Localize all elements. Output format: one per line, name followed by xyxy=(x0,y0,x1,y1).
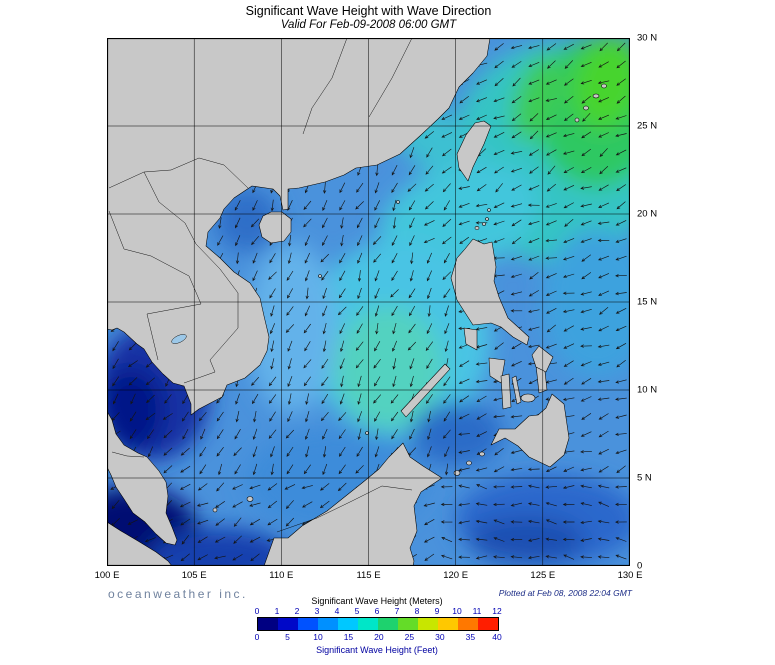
colorbar-segment xyxy=(278,618,298,630)
island-negros xyxy=(500,373,512,410)
colorbar-segment xyxy=(298,618,318,630)
island-ryukyu-2 xyxy=(583,105,589,111)
country-borders-layer xyxy=(108,38,413,533)
colorbar-segment xyxy=(478,618,498,630)
lon-tick-label: 110 E xyxy=(269,570,294,581)
island-babuyan-2 xyxy=(482,222,486,226)
colorbar-meters-title: Significant Wave Height (Meters) xyxy=(311,596,443,606)
colorbar-feet-tick: 25 xyxy=(404,632,415,642)
lat-tick-label: 20 N xyxy=(637,208,658,220)
landmass-sumatra xyxy=(107,521,173,566)
lon-tick-label: 105 E xyxy=(181,570,207,581)
valid-time-subtitle: Valid For Feb-09-2008 06:00 GMT xyxy=(280,19,457,31)
colorbar-meters-tick: 5 xyxy=(354,606,360,616)
island-batanes-1 xyxy=(487,208,491,212)
island-ryukyu-1 xyxy=(574,117,580,123)
grid-layer xyxy=(107,38,630,566)
colorbar-feet-tick: 0 xyxy=(254,632,260,642)
colorbar-feet-tick: 40 xyxy=(492,632,502,642)
island-mindanao xyxy=(490,393,570,468)
island-palawan xyxy=(400,363,451,418)
island-mindoro xyxy=(463,327,478,351)
landmass-borneo xyxy=(263,442,443,566)
colorbar-meters-tick: 0 xyxy=(254,606,260,616)
colorbar-meters-tick: 9 xyxy=(434,606,440,616)
lake-tonle-sap xyxy=(171,334,187,344)
island-natuna xyxy=(246,496,254,502)
colorbar-segment xyxy=(438,618,458,630)
colorbar-meters-tick: 11 xyxy=(472,606,482,616)
colorbar-meters-tick: 1 xyxy=(274,606,280,616)
wave-height-colorbar xyxy=(257,617,499,631)
island-spratly xyxy=(365,431,369,435)
lon-tick-label: 125 E xyxy=(530,570,556,581)
colorbar-meters-tick: 10 xyxy=(452,606,462,616)
lat-tick-label: 30 N xyxy=(637,32,658,44)
colorbar-meters-tick: 4 xyxy=(334,606,340,616)
island-sulu-1 xyxy=(479,451,485,457)
island-pratas xyxy=(396,200,400,204)
colorbar-meters-tick: 8 xyxy=(414,606,420,616)
plotted-timestamp: Plotted at Feb 08, 2008 22:04 GMT xyxy=(498,588,632,598)
colorbar-feet-tick: 30 xyxy=(435,632,445,642)
island-batanes-2 xyxy=(485,217,489,221)
colorbar-segment xyxy=(418,618,438,630)
island-sulu-3 xyxy=(453,470,461,476)
island-anambas xyxy=(212,507,218,513)
colorbar-segment xyxy=(358,618,378,630)
colorbar-segment xyxy=(378,618,398,630)
lon-tick-label: 130 E xyxy=(617,570,643,581)
wave-height-map xyxy=(106,37,631,567)
lon-tick-label: 120 E xyxy=(443,570,469,581)
map-frame xyxy=(106,37,631,567)
lat-tick-label: 0 xyxy=(637,560,643,572)
colorbar-segment xyxy=(398,618,418,630)
colorbar-segment xyxy=(258,618,278,630)
oceanweather-branding: oceanweather inc. xyxy=(108,587,248,601)
colorbar-meters-tick: 7 xyxy=(394,606,400,616)
colorbar-feet-tick: 15 xyxy=(343,632,354,642)
colorbar-segment xyxy=(338,618,358,630)
lon-tick-label: 115 E xyxy=(356,570,381,581)
island-ryukyu-3 xyxy=(592,93,600,99)
colorbar-meters-tick: 12 xyxy=(492,606,502,616)
lat-tick-label: 25 N xyxy=(637,120,658,132)
island-bohol xyxy=(520,393,536,403)
map-canvas xyxy=(106,37,631,567)
lat-tick-label: 15 N xyxy=(637,296,658,308)
lat-tick-label: 5 N xyxy=(637,472,652,484)
island-ryukyu-4 xyxy=(601,83,607,89)
landmass-asia-mainland xyxy=(107,38,491,416)
island-samar xyxy=(531,345,554,373)
lat-tick-label: 10 N xyxy=(637,384,658,396)
colorbar-feet-tick: 10 xyxy=(313,632,323,642)
island-babuyan-1 xyxy=(474,226,480,230)
island-sulu-2 xyxy=(466,460,472,466)
colorbar-meters-tick: 6 xyxy=(374,606,380,616)
colorbar-feet-tick: 5 xyxy=(285,632,290,642)
island-taiwan xyxy=(456,120,492,182)
colorbar-segment xyxy=(458,618,478,630)
page-title: Significant Wave Height with Wave Direct… xyxy=(245,4,492,18)
island-luzon xyxy=(450,238,530,346)
colorbar-feet-tick: 20 xyxy=(374,632,384,642)
colorbar-feet-title: Significant Wave Height (Feet) xyxy=(316,645,438,655)
island-hainan xyxy=(258,211,292,244)
colorbar-meters-tick: 2 xyxy=(294,606,300,616)
colorbar-meters-tick: 3 xyxy=(314,606,320,616)
lon-tick-label: 100 E xyxy=(94,570,120,581)
island-paracel xyxy=(318,274,322,278)
colorbar-feet-tick: 35 xyxy=(465,632,476,642)
colorbar-segment xyxy=(318,618,338,630)
